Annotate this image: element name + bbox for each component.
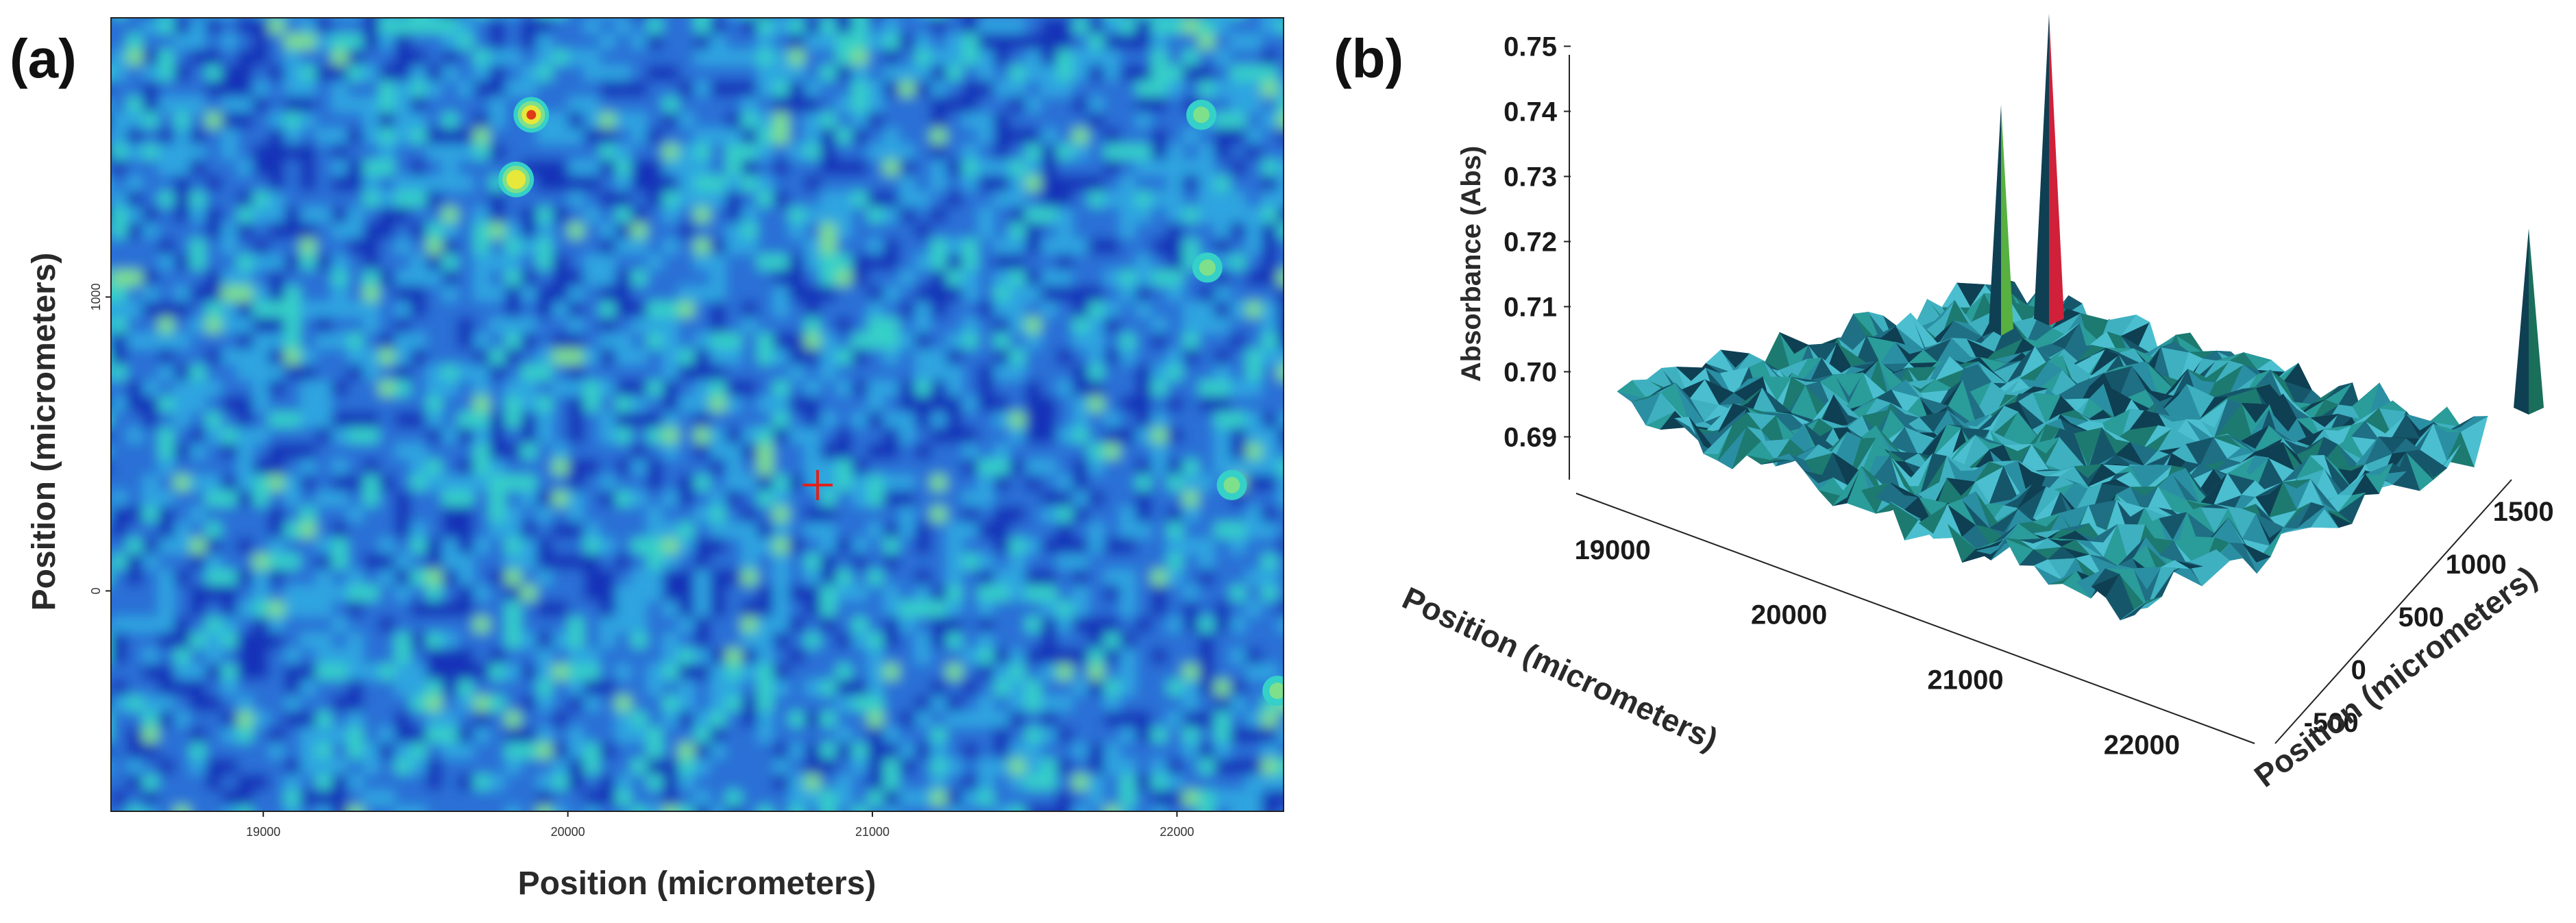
- x-tick-label: 21000: [855, 825, 890, 839]
- hotspot: [1216, 469, 1247, 500]
- y-tick-label: 0: [2351, 655, 2366, 685]
- x-tick-label: 20000: [551, 825, 585, 839]
- x-tick-label: 22000: [2104, 730, 2180, 761]
- hotspot: [1186, 99, 1217, 130]
- x-axis-title: Position (micrometers): [1397, 580, 1724, 757]
- z-tick-label: 0.75: [1504, 32, 1557, 62]
- surface-chart: 0.75 0.74 0.73 0.72 0.71 0.70 0.69 19000 20000 2…: [1397, 14, 2554, 794]
- x-tick-label: 21000: [1927, 665, 2003, 696]
- z-axis-ticks: 0.75 0.74 0.73 0.72 0.71 0.70 0.69: [1504, 32, 1571, 453]
- z-tick-label: 0.73: [1504, 162, 1557, 193]
- y-tick-label: 0: [89, 587, 103, 594]
- x-tick-label: 19000: [246, 825, 280, 839]
- heatmap-hotspots: [498, 97, 1284, 706]
- z-tick-label: 0.71: [1504, 293, 1557, 323]
- hotspot: [498, 161, 535, 197]
- x-axis-ticks: 19000 20000 21000 22000: [1575, 535, 2180, 761]
- z-axis-title: Absorbance (Abs): [1456, 146, 1486, 382]
- x-axis-ticks: 19000 20000 21000 22000: [246, 811, 1194, 839]
- surface-peaks: [1989, 14, 2544, 415]
- surface-mesh: [1617, 278, 2489, 621]
- heatmap-cells: [111, 18, 1284, 811]
- y-tick-label: 1000: [2446, 550, 2507, 580]
- z-tick-label: 0.69: [1504, 423, 1557, 453]
- y-tick-label: -500: [2304, 708, 2359, 738]
- y-axis-title: Position (micrometers): [26, 253, 62, 611]
- crosshair-marker: [802, 469, 833, 500]
- hotspot: [1262, 676, 1284, 706]
- x-axis-line: [1575, 493, 2255, 744]
- y-tick-label: 1500: [2493, 497, 2554, 527]
- surface-peak: [1989, 105, 2013, 336]
- y-tick-label: 1000: [89, 283, 103, 310]
- hotspot: [513, 97, 550, 133]
- x-tick-label: 20000: [1751, 600, 1827, 630]
- heatmap-frame: [110, 17, 1284, 812]
- hotspot: [1192, 252, 1223, 283]
- y-tick-label: 500: [2399, 602, 2444, 632]
- x-tick-label: 19000: [1575, 535, 1651, 565]
- z-tick-label: 0.74: [1504, 97, 1558, 127]
- y-axis-title: Position (micrometers): [2248, 559, 2543, 794]
- y-axis-ticks: 0 1000: [89, 283, 111, 594]
- panel-label-a: (a): [10, 28, 77, 89]
- surface-axes: [1569, 55, 2512, 744]
- surface-peak: [2034, 14, 2064, 325]
- z-tick-label: 0.72: [1504, 227, 1557, 258]
- heatmap-chart: 19000 20000 21000 22000 0 1000 Position (mic…: [26, 17, 1284, 902]
- panel-label-b: (b): [1334, 28, 1404, 89]
- y-axis-line: [2274, 479, 2512, 744]
- x-axis-title: Position (micrometers): [518, 865, 876, 902]
- z-tick-label: 0.70: [1504, 358, 1557, 388]
- surface-peak: [2514, 228, 2544, 415]
- x-tick-label: 22000: [1160, 825, 1194, 839]
